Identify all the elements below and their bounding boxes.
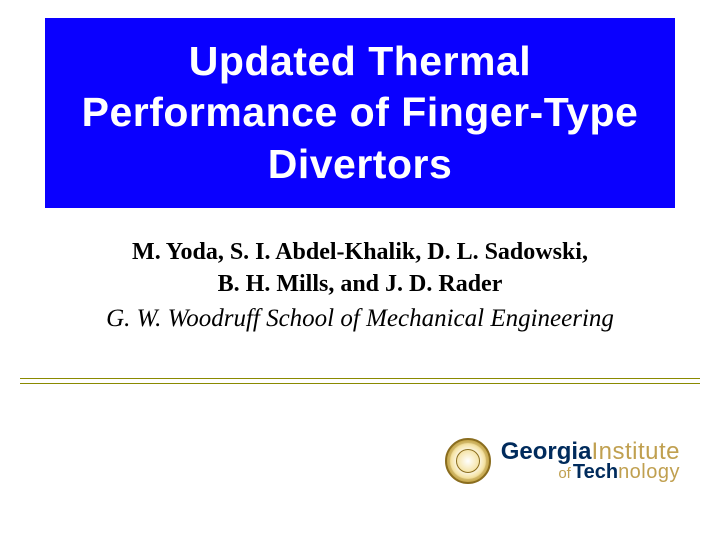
institution-logo: GeorgiaInstitute ofTechnology [445,438,680,484]
wordmark-row-1: GeorgiaInstitute [501,441,680,463]
authors-line-2: B. H. Mills, and J. D. Rader [0,268,720,300]
seal-icon [445,438,491,484]
authors-block: M. Yoda, S. I. Abdel-Khalik, D. L. Sadow… [0,236,720,333]
wordmark-of: of [558,465,571,482]
title-box: Updated Thermal Performance of Finger-Ty… [45,18,675,208]
slide-title: Updated Thermal Performance of Finger-Ty… [75,36,645,190]
wordmark: GeorgiaInstitute ofTechnology [501,441,680,482]
wordmark-nology: nology [618,461,680,483]
wordmark-row-2: ofTechnology [501,463,680,482]
divider-group [20,378,700,388]
divider-line-2 [20,383,700,384]
wordmark-tech: Tech [573,461,618,483]
authors-line-1: M. Yoda, S. I. Abdel-Khalik, D. L. Sadow… [0,236,720,268]
affiliation: G. W. Woodruff School of Mechanical Engi… [0,305,720,333]
divider-line-1 [20,378,700,379]
